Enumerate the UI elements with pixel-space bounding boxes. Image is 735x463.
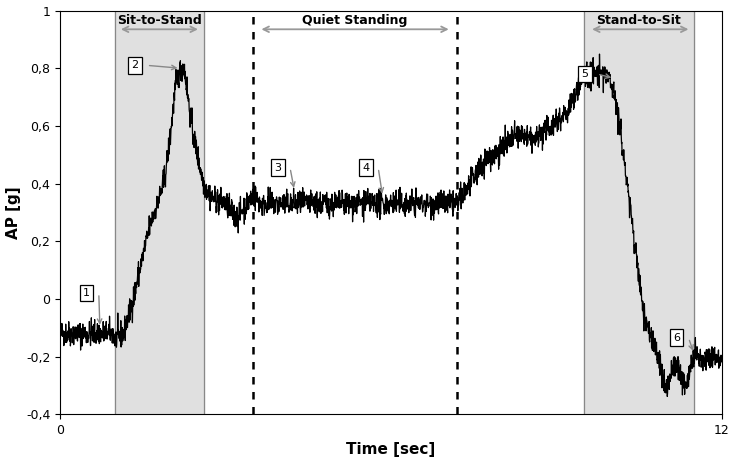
Text: 1: 1 [83,288,90,298]
Y-axis label: AP [g]: AP [g] [6,186,21,238]
Text: 2: 2 [131,60,138,70]
Text: Quiet Standing: Quiet Standing [302,14,408,27]
Text: 4: 4 [362,163,370,173]
Bar [584,11,694,414]
Text: 5: 5 [581,69,589,79]
X-axis label: Time [sec]: Time [sec] [346,443,436,457]
Text: 3: 3 [274,163,282,173]
Text: Sit-to-Stand: Sit-to-Stand [117,14,202,27]
Text: 6: 6 [673,333,680,343]
Bar [115,11,204,414]
Text: Stand-to-Sit: Stand-to-Sit [597,14,681,27]
